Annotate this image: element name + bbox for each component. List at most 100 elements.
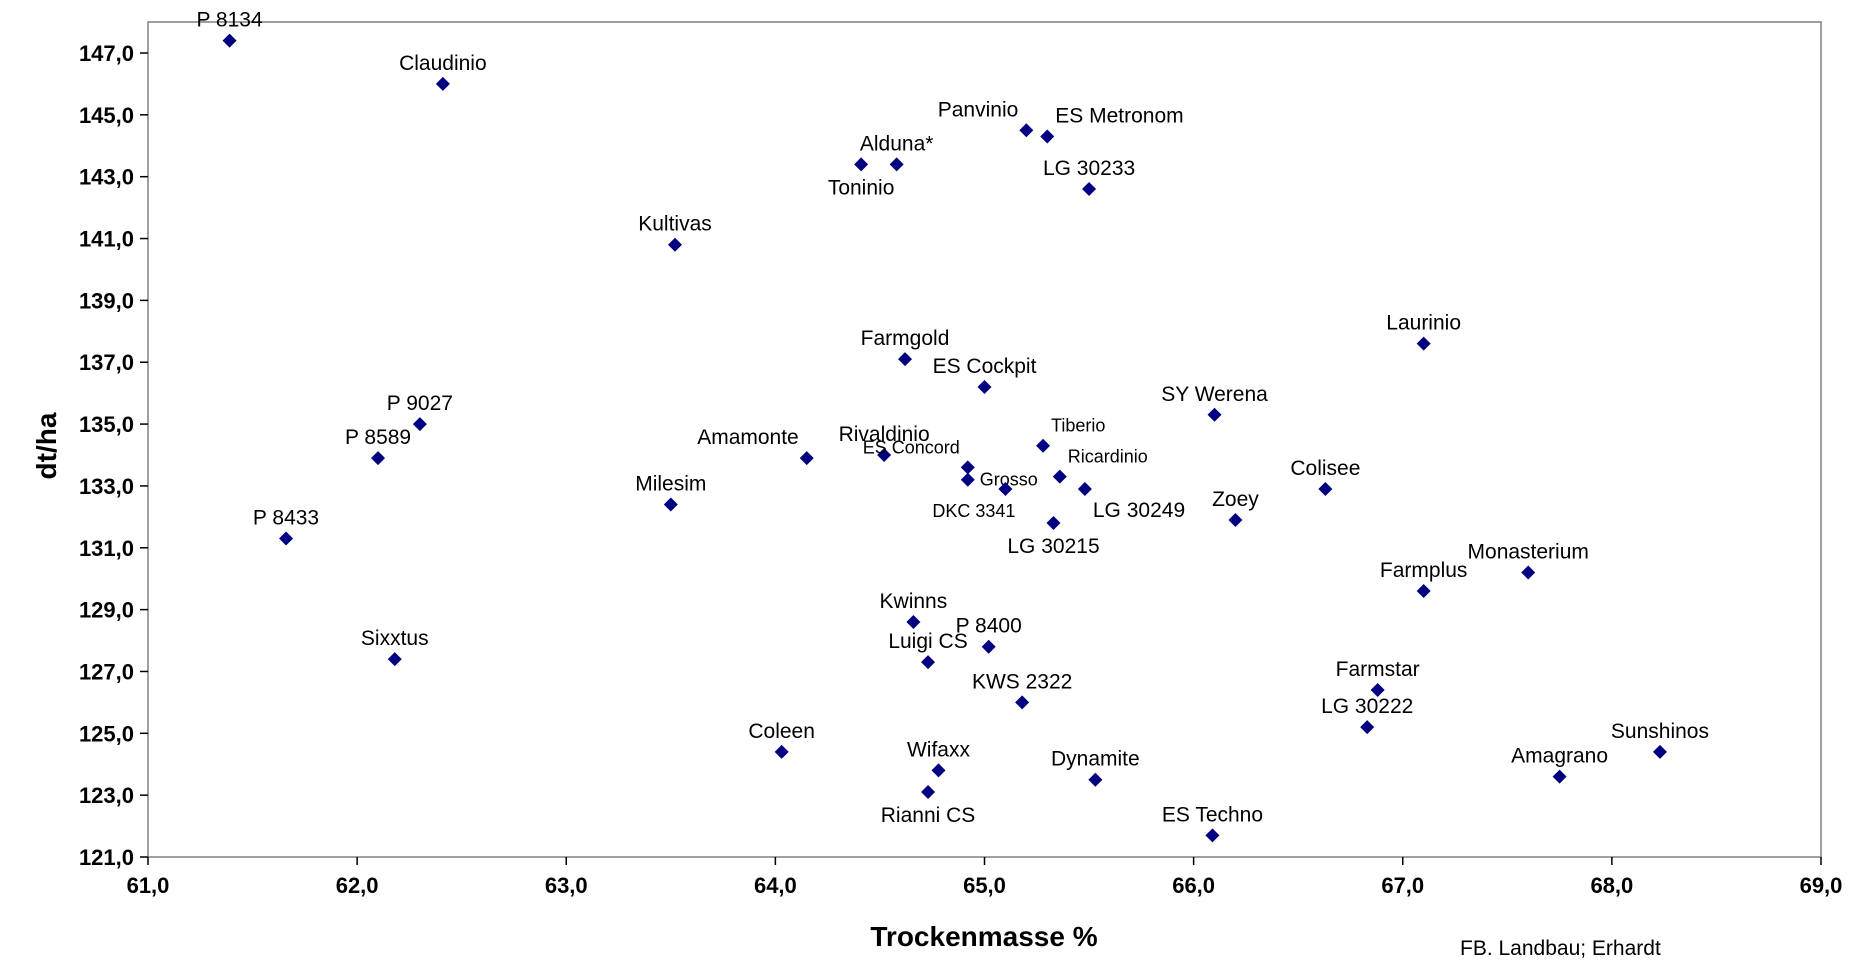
y-tick-label: 125,0 (79, 721, 134, 746)
data-point-marker (906, 614, 921, 629)
y-tick-label: 147,0 (79, 41, 134, 66)
data-point-label: ES Metronom (1055, 104, 1183, 127)
data-points: P 8134 Claudinio Panvinio ES Metronom Alduna… (196, 9, 1709, 843)
data-point-label: P 9027 (387, 392, 453, 415)
y-tick-label: 141,0 (79, 227, 134, 252)
data-point-label: Farmgold (861, 327, 950, 350)
data-point-label: Rianni CS (881, 804, 976, 827)
data-point-label: ES Cockpit (933, 355, 1037, 378)
data-point-marker (1207, 407, 1222, 422)
data-point-marker (371, 451, 386, 466)
data-point-marker (1552, 769, 1567, 784)
data-point-marker (921, 655, 936, 670)
data-point-marker (1370, 683, 1385, 698)
data-point-marker (960, 460, 975, 475)
data-point-marker (1046, 516, 1061, 531)
data-point-label: SY Werena (1161, 383, 1268, 406)
data-point-marker (1205, 828, 1220, 843)
data-point-label: LG 30249 (1093, 499, 1185, 522)
y-tick-label: 121,0 (79, 845, 134, 870)
data-point-marker (1015, 695, 1030, 710)
data-point-marker (1521, 565, 1536, 580)
data-point-label: Ricardinio (1068, 447, 1148, 467)
x-tick-label: 63,0 (545, 873, 588, 898)
data-point-label: Grosso (980, 470, 1038, 490)
data-point-label: P 8589 (345, 426, 411, 449)
data-point-label: Monasterium (1468, 541, 1589, 564)
data-point-label: Alduna* (860, 132, 934, 155)
data-point-marker (898, 352, 913, 367)
y-axis-title: dt/ha (31, 412, 62, 479)
data-point-label: Rivaldinio (839, 423, 930, 446)
data-point-label: LG 30215 (1007, 535, 1099, 558)
x-tick-label: 68,0 (1590, 873, 1633, 898)
data-point-marker (663, 497, 678, 512)
data-point-label: Kultivas (638, 213, 712, 236)
y-tick-label: 135,0 (79, 412, 134, 437)
data-point-marker (854, 157, 869, 172)
data-point-label: Sixxtus (361, 627, 429, 650)
data-point-marker (667, 237, 682, 252)
data-point-marker (960, 472, 975, 487)
data-point-label: Wifaxx (907, 738, 971, 761)
y-tick-label: 129,0 (79, 598, 134, 623)
data-point-label: Amamonte (697, 426, 799, 449)
data-point-marker (1040, 129, 1055, 144)
data-point-marker (1052, 469, 1067, 484)
data-point-marker (1318, 482, 1333, 497)
data-point-marker (799, 451, 814, 466)
data-point-label: Sunshinos (1611, 720, 1709, 743)
data-point-label: Farmstar (1336, 658, 1420, 681)
chart-credit: FB. Landbau; Erhardt (1460, 937, 1661, 960)
data-point-marker (1019, 123, 1034, 138)
x-tick-label: 67,0 (1381, 873, 1424, 898)
data-point-label: Dynamite (1051, 748, 1140, 771)
data-point-marker (981, 639, 996, 654)
data-point-marker (279, 531, 294, 546)
data-point-marker (1360, 720, 1375, 735)
data-point-label: Toninio (828, 176, 895, 199)
data-point-marker (222, 33, 237, 48)
data-point-label: ES Concord (863, 437, 960, 457)
y-tick-label: 137,0 (79, 350, 134, 375)
x-tick-label: 69,0 (1800, 873, 1843, 898)
y-tick-label: 143,0 (79, 165, 134, 190)
data-point-label: Coleen (748, 720, 815, 743)
data-point-marker (1088, 772, 1103, 787)
x-tick-label: 65,0 (963, 873, 1006, 898)
data-point-marker (435, 76, 450, 91)
y-tick-label: 139,0 (79, 288, 134, 313)
data-point-label: DKC 3341 (932, 501, 1015, 521)
y-tick-label: 127,0 (79, 659, 134, 684)
data-point-label: Panvinio (938, 98, 1019, 121)
data-point-label: Laurinio (1386, 312, 1461, 335)
data-point-label: Amagrano (1511, 745, 1608, 768)
data-point-label: LG 30233 (1043, 157, 1135, 180)
x-tick-label: 64,0 (754, 873, 797, 898)
data-point-label: Tiberio (1051, 416, 1105, 436)
data-point-marker (1416, 584, 1431, 599)
data-point-marker (412, 417, 427, 432)
data-point-marker (998, 482, 1013, 497)
data-point-label: Kwinns (880, 590, 948, 613)
data-point-marker (1416, 336, 1431, 351)
data-point-marker (387, 652, 402, 667)
data-point-marker (921, 785, 936, 800)
data-point-label: Claudinio (399, 52, 487, 75)
data-point-label: P 8433 (253, 506, 319, 529)
data-point-label: KWS 2322 (972, 670, 1072, 693)
x-tick-label: 61,0 (127, 873, 170, 898)
data-point-label: Luigi CS (888, 630, 967, 653)
x-tick-label: 62,0 (336, 873, 379, 898)
data-point-label: ES Techno (1162, 803, 1263, 826)
data-point-marker (977, 379, 992, 394)
data-point-label: P 8400 (956, 615, 1022, 638)
data-point-marker (1228, 512, 1243, 527)
data-point-marker (1652, 744, 1667, 759)
data-point-label: Colisee (1290, 457, 1360, 480)
data-point-label: Milesim (635, 472, 706, 495)
data-point-marker (889, 157, 904, 172)
y-tick-label: 123,0 (79, 783, 134, 808)
data-point-marker (1036, 438, 1051, 453)
